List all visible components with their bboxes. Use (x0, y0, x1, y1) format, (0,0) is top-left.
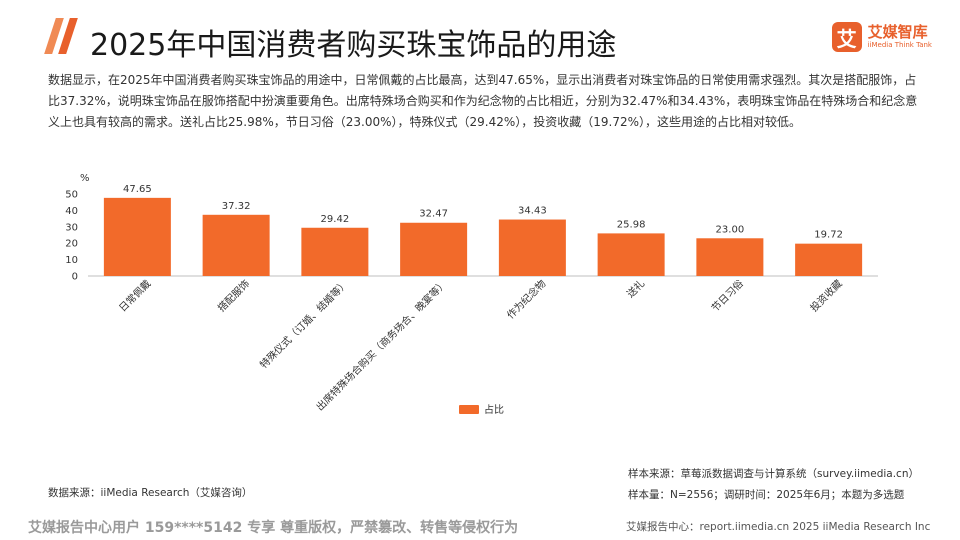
data-label: 29.42 (321, 214, 350, 225)
bar (202, 214, 270, 276)
x-tick-label: 日常佩戴 (116, 277, 153, 314)
description: 数据显示，在2025年中国消费者购买珠宝饰品的用途中，日常佩戴的占比最高，达到4… (48, 73, 918, 129)
data-label: 25.98 (617, 219, 646, 230)
bar (301, 227, 369, 276)
x-tick-label: 搭配服饰 (215, 277, 252, 314)
y-tick-label: 20 (65, 239, 78, 250)
logo-text: 艾媒智库 iiMedia Think Tank (868, 24, 932, 50)
data-label: 34.43 (518, 206, 547, 217)
logo-cn: 艾媒智库 (867, 23, 928, 41)
y-tick-label: 10 (65, 255, 78, 266)
x-tick-label: 特殊仪式（订婚、结婚等） (257, 277, 351, 371)
brand-logo: 艾 艾媒智库 iiMedia Think Tank (831, 22, 932, 52)
bar (103, 197, 171, 276)
data-label: 23.00 (716, 224, 745, 235)
bar-chart: % 0 10 20 30 40 50 47.65 日常佩戴 37.32 搭配服饰 29.42 特殊仪式（… (65, 173, 878, 416)
bar (597, 233, 665, 276)
copyright-watermark: 艾媒报告中心用户 159****5142 专享 尊重版权，严禁篡改、转售等侵权行… (28, 520, 519, 536)
sample-source: 样本来源：草莓派数据调查与计算系统（survey.iimedia.cn） (628, 468, 919, 480)
bar (795, 243, 863, 276)
bar (696, 238, 764, 276)
logo-en: iiMedia Think Tank (867, 41, 932, 49)
footer-credit: 艾媒报告中心：report.iimedia.cn 2025 iiMedia Re… (626, 521, 931, 533)
data-label: 47.65 (123, 184, 152, 195)
data-label: 37.32 (222, 201, 251, 212)
y-tick-label: 0 (72, 272, 78, 283)
bar (400, 222, 468, 276)
logo-icon: 艾 (831, 22, 862, 52)
data-label: 32.47 (419, 209, 448, 220)
data-label: 19.72 (814, 230, 843, 241)
x-tick-label: 投资收藏 (807, 277, 844, 314)
x-tick-label: 作为纪念物 (504, 277, 549, 322)
sample-info: 样本来源：草莓派数据调查与计算系统（survey.iimedia.cn） 样本量… (628, 464, 919, 506)
y-tick-label: 40 (65, 206, 78, 217)
y-axis-unit: % (80, 173, 90, 184)
x-tick-label: 节日习俗 (709, 278, 746, 315)
legend-swatch (459, 405, 479, 414)
legend-label: 占比 (484, 403, 504, 416)
y-tick-label: 50 (65, 190, 78, 201)
y-tick-label: 30 (65, 222, 78, 233)
data-source: 数据来源：iiMedia Research（艾媒咨询） (48, 487, 253, 499)
page-title: 2025年中国消费者购买珠宝饰品的用途 (90, 28, 617, 63)
sample-size: 样本量：N=2556；调研时间：2025年6月；本题为多选题 (628, 489, 905, 501)
x-tick-label: 送礼 (624, 277, 647, 300)
bar (498, 219, 566, 276)
